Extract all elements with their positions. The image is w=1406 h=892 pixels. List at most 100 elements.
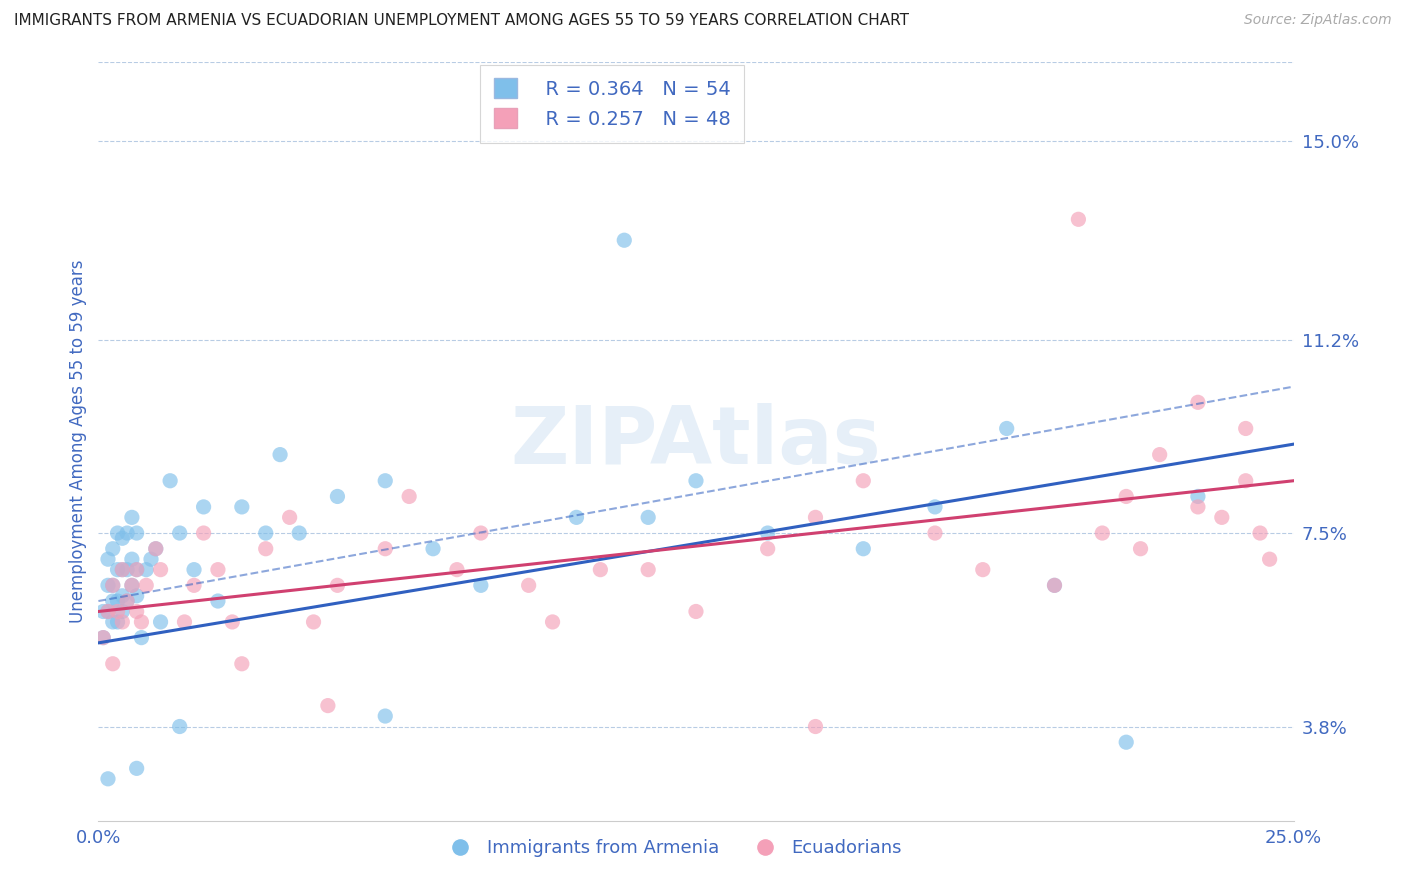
Point <box>254 541 277 556</box>
Point <box>107 594 129 608</box>
Point <box>111 563 134 577</box>
Point <box>107 563 129 577</box>
Point <box>924 500 946 514</box>
Point <box>374 709 396 723</box>
Point <box>278 510 301 524</box>
Point <box>637 563 659 577</box>
Point <box>852 474 875 488</box>
Point <box>101 657 124 671</box>
Point <box>207 563 229 577</box>
Point <box>97 605 120 619</box>
Point <box>111 531 134 545</box>
Point <box>121 510 143 524</box>
Point <box>231 500 253 514</box>
Point <box>169 719 191 733</box>
Point <box>121 578 143 592</box>
Point <box>288 526 311 541</box>
Point <box>97 772 120 786</box>
Point <box>685 605 707 619</box>
Point <box>101 578 124 592</box>
Point <box>125 563 148 577</box>
Point <box>446 563 468 577</box>
Point <box>193 526 215 541</box>
Point <box>517 578 540 592</box>
Point <box>1234 474 1257 488</box>
Point <box>374 541 396 556</box>
Point <box>1129 541 1152 556</box>
Point <box>101 541 124 556</box>
Point <box>924 526 946 541</box>
Point <box>1258 552 1281 566</box>
Point <box>173 615 195 629</box>
Point <box>231 657 253 671</box>
Point <box>1249 526 1271 541</box>
Point <box>1211 510 1233 524</box>
Point <box>804 510 827 524</box>
Point <box>101 594 124 608</box>
Point <box>756 526 779 541</box>
Point <box>221 615 243 629</box>
Point <box>207 594 229 608</box>
Point <box>326 490 349 504</box>
Legend: Immigrants from Armenia, Ecuadorians: Immigrants from Armenia, Ecuadorians <box>434 832 910 864</box>
Point <box>972 563 994 577</box>
Point <box>145 541 167 556</box>
Point <box>316 698 339 713</box>
Point <box>302 615 325 629</box>
Point <box>1043 578 1066 592</box>
Point <box>101 615 124 629</box>
Point <box>125 761 148 775</box>
Point <box>159 474 181 488</box>
Point <box>685 474 707 488</box>
Point <box>374 474 396 488</box>
Y-axis label: Unemployment Among Ages 55 to 59 years: Unemployment Among Ages 55 to 59 years <box>69 260 87 624</box>
Point <box>326 578 349 592</box>
Point <box>125 605 148 619</box>
Point <box>115 563 138 577</box>
Point <box>422 541 444 556</box>
Text: ZIPAtlas: ZIPAtlas <box>510 402 882 481</box>
Text: IMMIGRANTS FROM ARMENIA VS ECUADORIAN UNEMPLOYMENT AMONG AGES 55 TO 59 YEARS COR: IMMIGRANTS FROM ARMENIA VS ECUADORIAN UN… <box>14 13 910 29</box>
Point <box>97 605 120 619</box>
Point <box>995 421 1018 435</box>
Point <box>131 615 153 629</box>
Point <box>589 563 612 577</box>
Point <box>101 578 124 592</box>
Point <box>145 541 167 556</box>
Point <box>1187 395 1209 409</box>
Point <box>149 615 172 629</box>
Text: Source: ZipAtlas.com: Source: ZipAtlas.com <box>1244 13 1392 28</box>
Point <box>269 448 291 462</box>
Point <box>91 605 114 619</box>
Point <box>193 500 215 514</box>
Point <box>804 719 827 733</box>
Point <box>1187 500 1209 514</box>
Point <box>135 578 157 592</box>
Point <box>1043 578 1066 592</box>
Point <box>1091 526 1114 541</box>
Point <box>91 631 114 645</box>
Point <box>637 510 659 524</box>
Point <box>111 589 134 603</box>
Point <box>613 233 636 247</box>
Point <box>125 526 148 541</box>
Point <box>97 552 120 566</box>
Point <box>131 631 153 645</box>
Point <box>183 563 205 577</box>
Point <box>1234 421 1257 435</box>
Point <box>107 526 129 541</box>
Point <box>121 578 143 592</box>
Point <box>111 615 134 629</box>
Point <box>111 563 134 577</box>
Point <box>121 552 143 566</box>
Point <box>139 552 162 566</box>
Point <box>541 615 564 629</box>
Point <box>398 490 420 504</box>
Point <box>135 563 157 577</box>
Point <box>1187 490 1209 504</box>
Point <box>107 615 129 629</box>
Point <box>470 578 492 592</box>
Point <box>115 594 138 608</box>
Point <box>91 631 114 645</box>
Point <box>115 594 138 608</box>
